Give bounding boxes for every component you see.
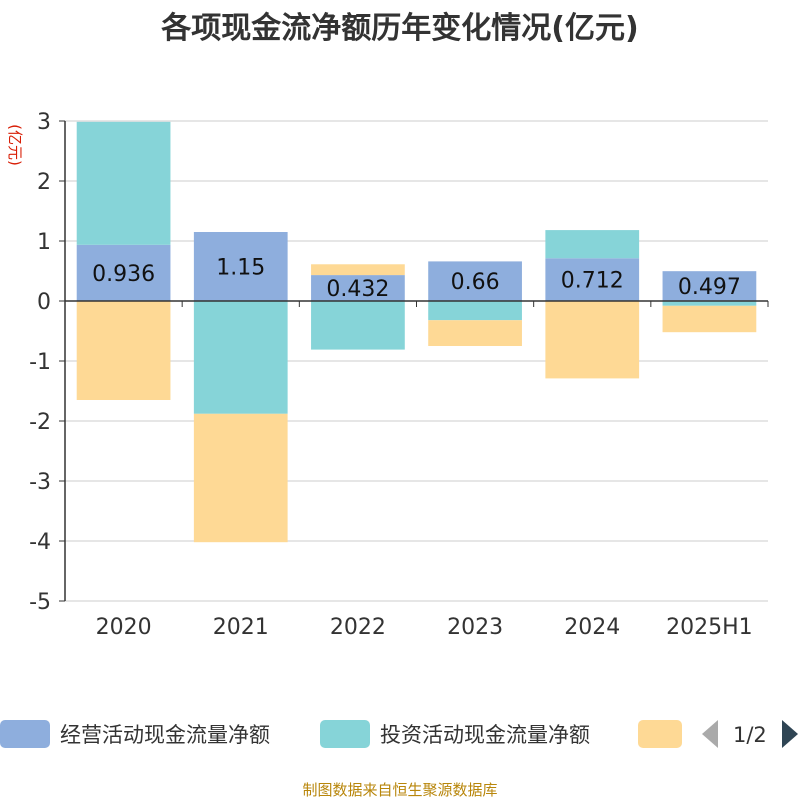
bar-3-2022[interactable] [311,264,405,276]
data-label: 0.497 [678,275,741,300]
bar-2-2024[interactable] [545,230,640,259]
bar-2-2021[interactable] [193,301,288,414]
y-axis-unit: (亿元) [6,124,24,166]
y-tick-label: -3 [29,470,51,495]
chart-title: 各项现金流净额历年变化情况(亿元) [160,11,638,46]
y-tick-label: -4 [29,530,51,555]
bar-2-2023[interactable] [428,301,522,321]
legend-label-operating[interactable]: 经营活动现金流量净额 [60,723,270,747]
data-source-note: 制图数据来自恒生聚源数据库 [302,781,497,799]
bar-3-2023[interactable] [428,320,522,346]
legend-swatch-operating[interactable] [0,720,50,748]
bar-1-2020[interactable] [76,244,171,301]
legend-swatch-third[interactable] [638,720,682,748]
bar-3-2024[interactable] [545,301,640,379]
data-label: 0.432 [326,277,389,302]
legend-swatch-investing[interactable] [320,720,370,748]
x-tick-labels: 2020 2021 2022 2023 2024 2025H1 [96,615,753,640]
legend-page-indicator: 1/2 [733,723,767,747]
y-tick-label: 3 [37,110,51,135]
y-tick-label: 2 [37,170,51,195]
y-tick-label: -2 [29,410,51,435]
x-tick-label: 2024 [564,615,620,640]
y-tick-labels: 3 2 1 0 -1 -2 -3 -4 -5 [29,110,51,615]
data-label: 0.712 [561,269,624,294]
bar-3-2025H1[interactable] [662,305,757,333]
data-label: 1.15 [216,256,265,281]
data-labels: 0.936 1.15 0.432 0.66 0.712 0.497 [92,256,741,303]
bar-series [76,121,757,543]
data-label: 0.66 [451,270,500,295]
bar-1-2022[interactable] [311,275,405,301]
bar-1-2025H1[interactable] [662,271,757,301]
bar-2-2025H1[interactable] [662,301,757,306]
x-tick-label: 2021 [213,615,269,640]
legend: 经营活动现金流量净额 投资活动现金流量净额 1/2 [0,720,798,748]
y-tick-label: 0 [37,290,51,315]
bar-1-2021[interactable] [193,232,288,301]
legend-label-investing[interactable]: 投资活动现金流量净额 [380,723,590,747]
data-label: 0.936 [92,262,155,287]
y-tick-label: -1 [29,350,51,375]
y-tick-label: -5 [29,590,51,615]
axes [64,121,769,601]
bar-1-2024[interactable] [545,258,640,301]
x-tick-label: 2023 [447,615,503,640]
x-tick-label: 2020 [96,615,152,640]
bar-1-2023[interactable] [428,261,522,301]
bar-3-2021[interactable] [193,413,288,543]
x-tick-label: 2025H1 [666,615,753,640]
legend-prev-page-icon[interactable] [702,720,718,748]
y-tick-label: 1 [37,230,51,255]
bar-2-2022[interactable] [311,301,405,350]
bar-2-2020[interactable] [76,121,171,245]
legend-next-page-icon[interactable] [782,720,798,748]
x-tick-label: 2022 [330,615,386,640]
bar-3-2020[interactable] [76,301,171,400]
